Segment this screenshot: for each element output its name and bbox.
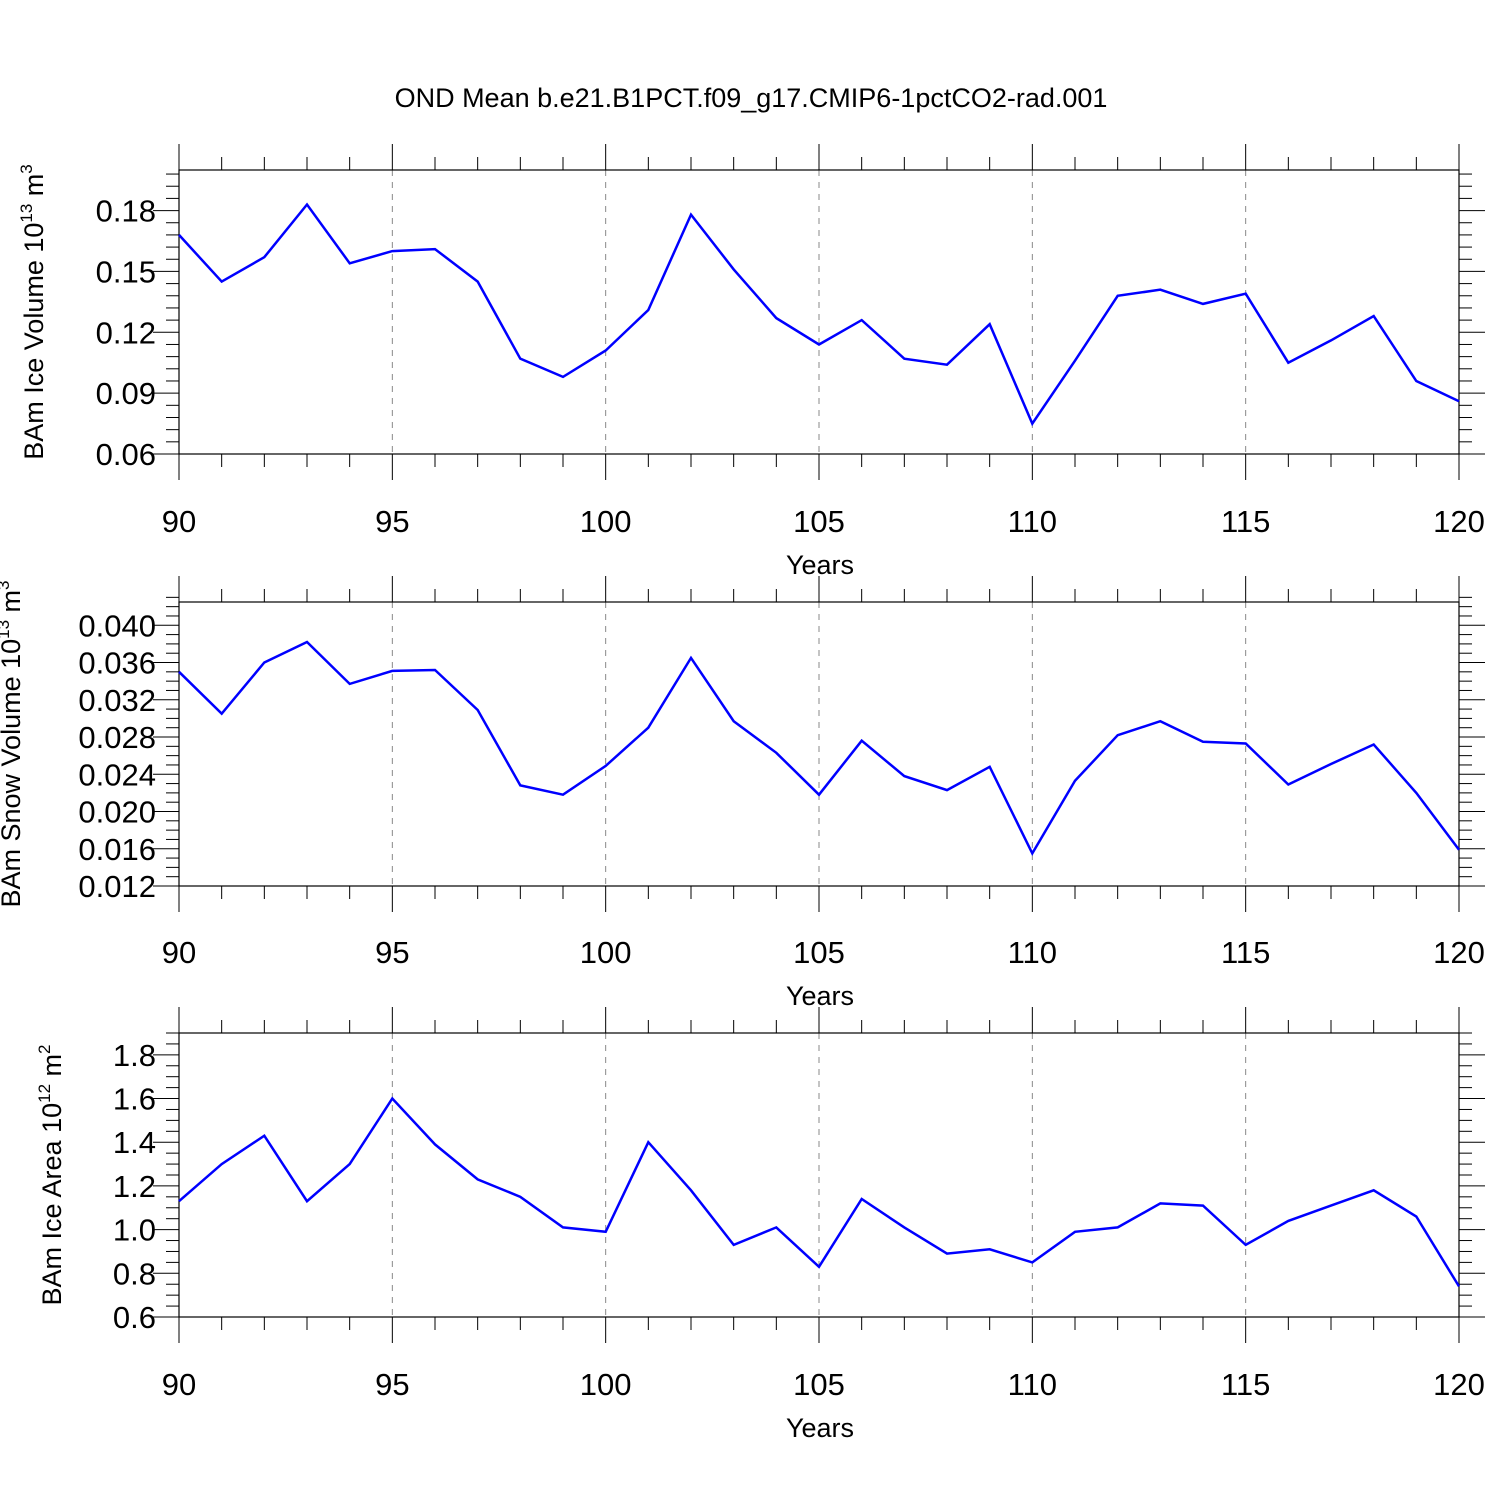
y-axis-title-unit-exponent: 3 xyxy=(0,580,13,589)
y-tick-label: 0.012 xyxy=(78,869,156,904)
y-axis-title-unit: m xyxy=(19,174,49,204)
y-tick-label: 0.020 xyxy=(78,795,156,830)
panel-1: 90 95 100 105 110 115 120 0.06 0.09 0.12 0.15 0.18 Y… xyxy=(17,144,1485,580)
y-axis-title: BAm Ice Volume 1013 m3 xyxy=(17,164,49,460)
panels: 90 95 100 105 110 115 120 0.06 0.09 0.12 0.15 0.18 Y… xyxy=(0,144,1485,1443)
x-tick-label: 115 xyxy=(1221,504,1270,539)
x-tick-label: 95 xyxy=(375,1367,409,1402)
x-axis-title: Years xyxy=(786,550,854,580)
x-tick-label: 90 xyxy=(162,935,196,970)
y-tick-label: 0.032 xyxy=(78,683,156,718)
y-tick-label: 1.6 xyxy=(113,1082,156,1117)
y-axis-title-exponent: 13 xyxy=(17,204,36,223)
y-axis-title-text: BAm Ice Area 10 xyxy=(37,1103,67,1306)
y-tick-label: 1.0 xyxy=(113,1213,156,1248)
y-tick-label: 1.4 xyxy=(113,1125,156,1160)
y-tick-label: 0.6 xyxy=(113,1300,156,1335)
x-tick-label: 105 xyxy=(793,504,845,539)
x-tick-label: 90 xyxy=(162,504,196,539)
x-tick-label: 120 xyxy=(1433,935,1485,970)
x-tick-label: 110 xyxy=(1008,1367,1057,1402)
x-tick-label: 95 xyxy=(375,935,409,970)
y-axis-title-exponent: 12 xyxy=(35,1084,54,1103)
y-axis-title-unit-exponent: 3 xyxy=(17,164,36,173)
y-axis-title-unit: m xyxy=(0,590,26,620)
x-axis-title: Years xyxy=(786,981,854,1011)
y-tick-label: 0.06 xyxy=(96,437,156,472)
y-axis-title: BAm Ice Area 1012 m2 xyxy=(35,1045,67,1306)
figure-title: OND Mean b.e21.B1PCT.f09_g17.CMIP6-1pctC… xyxy=(395,83,1108,113)
panel-3: 90 95 100 105 110 115 120 0.6 0.8 1.0 1.2 1.4 1.6 1.8… xyxy=(35,1007,1485,1443)
y-tick-label: 1.2 xyxy=(113,1169,156,1204)
x-tick-label: 120 xyxy=(1433,504,1485,539)
series-line xyxy=(178,202,1460,427)
y-tick-label: 0.8 xyxy=(113,1256,156,1291)
x-tick-label: 105 xyxy=(793,1367,845,1402)
x-axis-title: Years xyxy=(786,1413,854,1443)
x-tick-label: 100 xyxy=(580,935,632,970)
y-tick-label: 0.040 xyxy=(78,608,156,643)
y-axis-title-text: BAm Snow Volume 10 xyxy=(0,639,26,908)
y-axis-title-text: BAm Ice Volume 10 xyxy=(19,223,49,460)
y-tick-label: 0.036 xyxy=(78,646,156,681)
series-line xyxy=(178,640,1460,857)
y-tick-label: 0.18 xyxy=(96,194,156,229)
x-tick-label: 95 xyxy=(375,504,409,539)
y-tick-label: 1.8 xyxy=(113,1038,156,1073)
y-axis-title-unit: m xyxy=(37,1054,67,1084)
x-tick-label: 115 xyxy=(1221,1367,1270,1402)
y-tick-label: 0.09 xyxy=(96,376,156,411)
y-tick-label: 0.12 xyxy=(96,315,156,350)
y-tick-label: 0.016 xyxy=(78,832,156,867)
x-tick-label: 110 xyxy=(1008,504,1057,539)
panel-2: 90 95 100 105 110 115 1200.0120.0160.0200.0240… xyxy=(0,576,1485,1011)
x-tick-label: 90 xyxy=(162,1367,196,1402)
y-axis-title: BAm Snow Volume 1013 m3 xyxy=(0,580,26,907)
x-tick-label: 115 xyxy=(1221,935,1270,970)
x-tick-label: 105 xyxy=(793,935,845,970)
y-tick-label: 0.024 xyxy=(78,757,156,792)
series-line xyxy=(178,1096,1461,1288)
x-tick-label: 100 xyxy=(580,1367,632,1402)
y-axis-title-unit-exponent: 2 xyxy=(35,1045,54,1054)
y-axis-title-exponent: 13 xyxy=(0,620,13,639)
x-tick-label: 110 xyxy=(1008,935,1057,970)
y-tick-label: 0.15 xyxy=(96,254,156,289)
y-tick-label: 0.028 xyxy=(78,720,156,755)
x-tick-label: 120 xyxy=(1433,1367,1485,1402)
x-tick-label: 100 xyxy=(580,504,632,539)
